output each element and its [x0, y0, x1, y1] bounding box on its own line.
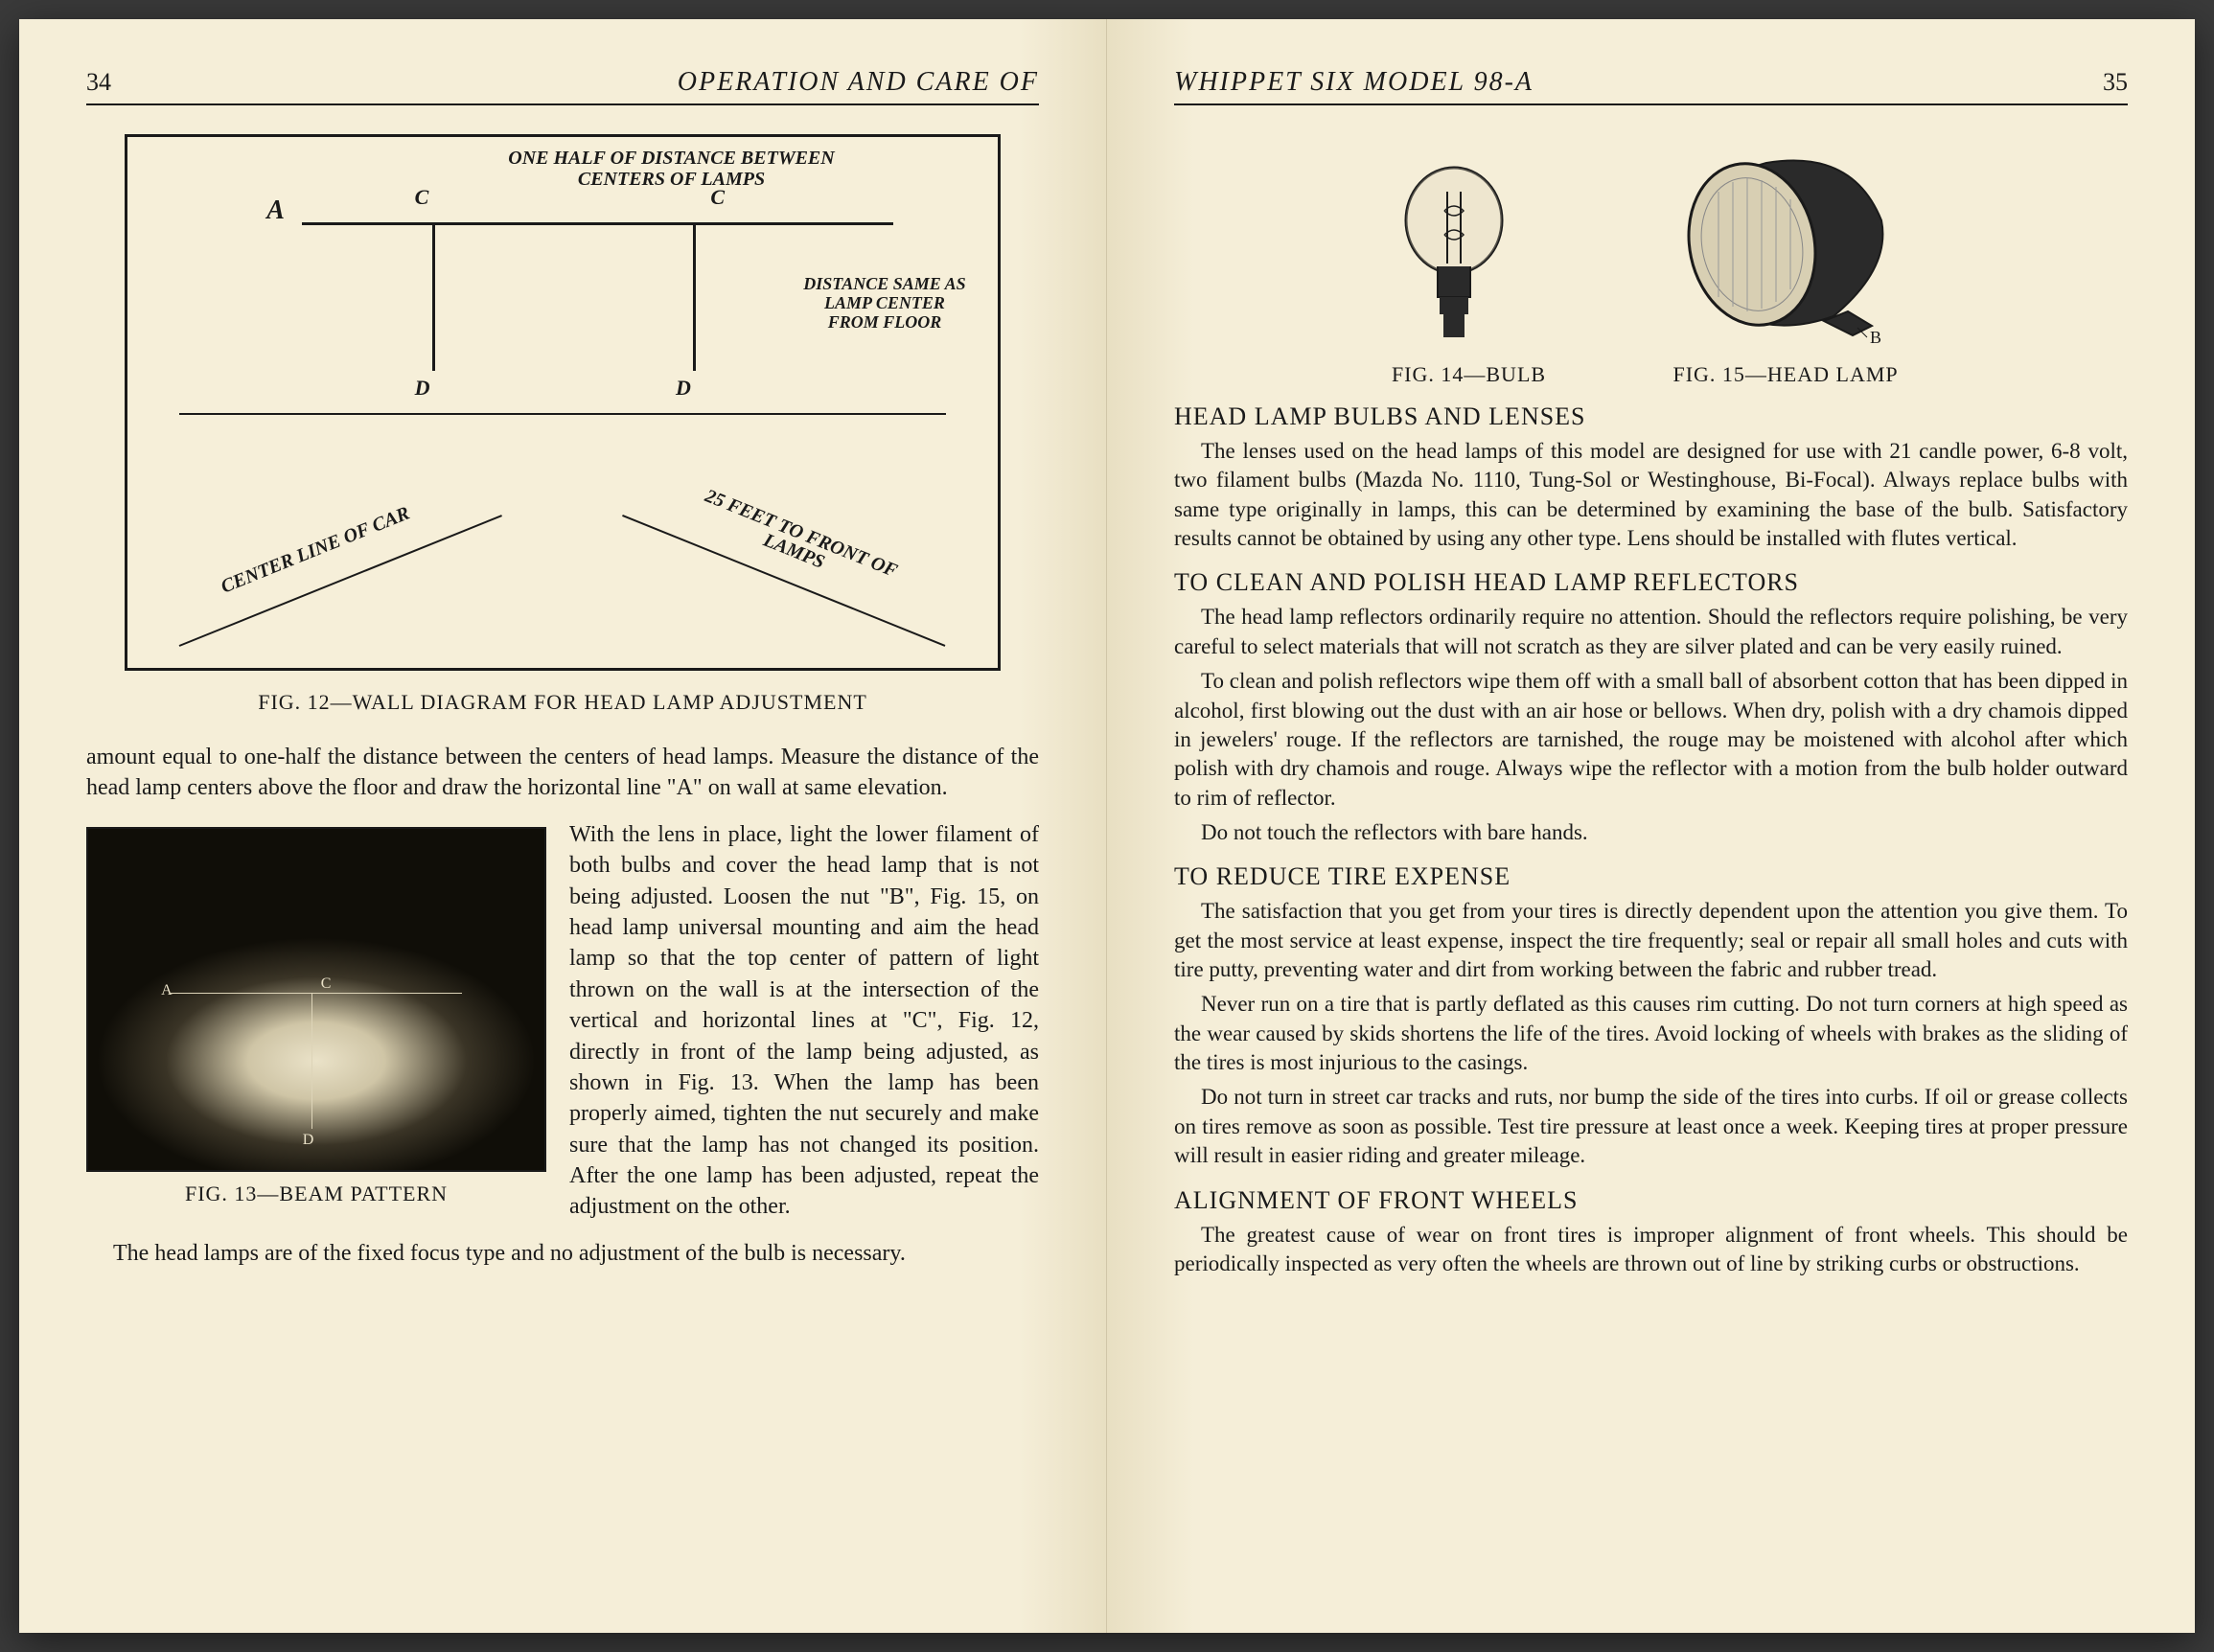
- diagram-label-distance: DISTANCE SAME AS LAMP CENTER FROM FLOOR: [797, 275, 972, 332]
- fig15-caption: FIG. 15—HEAD LAMP: [1661, 362, 1910, 387]
- s3-p1: The satisfaction that you get from your …: [1174, 897, 2128, 984]
- beam-label-c: C: [321, 975, 332, 993]
- header-title-right: WHIPPET SIX MODEL 98-A: [1174, 67, 1534, 98]
- s3-p3: Do not turn in street car tracks and rut…: [1174, 1083, 2128, 1170]
- s4-p1: The greatest cause of wear on front tire…: [1174, 1221, 2128, 1279]
- s1-head: HEAD LAMP BULBS AND LENSES: [1174, 402, 2128, 431]
- diagram-vertical-left: [432, 222, 435, 371]
- page-number-right: 35: [2103, 68, 2128, 97]
- diagram-label-a: A: [266, 195, 285, 226]
- s2-p1: The head lamp reflectors ordinarily requ…: [1174, 603, 2128, 661]
- header-row-left: 34 OPERATION AND CARE OF: [86, 67, 1039, 105]
- fig14-caption: FIG. 14—BULB: [1392, 362, 1546, 387]
- s3-head: TO REDUCE TIRE EXPENSE: [1174, 862, 2128, 891]
- s3-p2: Never run on a tire that is partly defla…: [1174, 990, 2128, 1077]
- diagram-wall-line: [179, 413, 945, 415]
- fig15-col: B FIG. 15—HEAD LAMP: [1661, 134, 1910, 387]
- bulb-icon: [1392, 153, 1516, 355]
- diagram-label-c1: C: [415, 185, 429, 210]
- fig13-float: A C D FIG. 13—BEAM PATTERN: [86, 827, 546, 1206]
- book-spread: 34 OPERATION AND CARE OF ONE HALF OF DIS…: [19, 19, 2195, 1633]
- diagram-horizontal-line: [302, 222, 893, 225]
- fig14-col: FIG. 14—BULB: [1392, 153, 1546, 387]
- wall-diagram: ONE HALF OF DISTANCE BETWEEN CENTERS OF …: [125, 134, 1001, 671]
- diagram-label-c2: C: [710, 185, 725, 210]
- s2-p2: To clean and polish reflectors wipe them…: [1174, 667, 2128, 813]
- header-title-left: OPERATION AND CARE OF: [678, 67, 1039, 98]
- diagram-label-25ft: 25 FEET TO FRONT OF LAMPS: [669, 476, 926, 609]
- diagram-label-d1: D: [415, 376, 430, 401]
- beam-label-a: A: [161, 982, 173, 999]
- diagram-vertical-right: [693, 222, 696, 371]
- page-number-left: 34: [86, 68, 111, 97]
- s2-p3: Do not touch the reflectors with bare ha…: [1174, 818, 2128, 847]
- headlamp-icon: B: [1661, 134, 1910, 355]
- beam-pattern-wrap: A C D FIG. 13—BEAM PATTERN With the lens…: [86, 819, 1039, 1223]
- diagram-label-half: ONE HALF OF DISTANCE BETWEEN CENTERS OF …: [475, 148, 867, 190]
- beam-label-d: D: [303, 1132, 314, 1149]
- diagram-label-centerline: CENTER LINE OF CAR: [218, 503, 413, 599]
- illustrations-row: FIG. 14—BULB B FIG. 15—HEAD LAMP: [1174, 134, 2128, 387]
- beam-pattern-image: A C D: [86, 827, 546, 1172]
- header-row-right: WHIPPET SIX MODEL 98-A 35: [1174, 67, 2128, 105]
- s2-head: TO CLEAN AND POLISH HEAD LAMP REFLECTORS: [1174, 568, 2128, 597]
- page-right: WHIPPET SIX MODEL 98-A 35 FIG. 14—BULB: [1107, 19, 2195, 1633]
- page-left: 34 OPERATION AND CARE OF ONE HALF OF DIS…: [19, 19, 1107, 1633]
- beam-line-v: [311, 993, 312, 1129]
- beam-line-h: [171, 993, 463, 994]
- para3: The head lamps are of the fixed focus ty…: [86, 1238, 1039, 1269]
- s4-head: ALIGNMENT OF FRONT WHEELS: [1174, 1186, 2128, 1215]
- fig15-b-label: B: [1870, 328, 1881, 347]
- para1: amount equal to one-half the distance be…: [86, 742, 1039, 804]
- s1-p1: The lenses used on the head lamps of thi…: [1174, 437, 2128, 553]
- fig13-caption: FIG. 13—BEAM PATTERN: [86, 1182, 546, 1206]
- diagram-label-d2: D: [676, 376, 691, 401]
- fig12-caption: FIG. 12—WALL DIAGRAM FOR HEAD LAMP ADJUS…: [86, 690, 1039, 715]
